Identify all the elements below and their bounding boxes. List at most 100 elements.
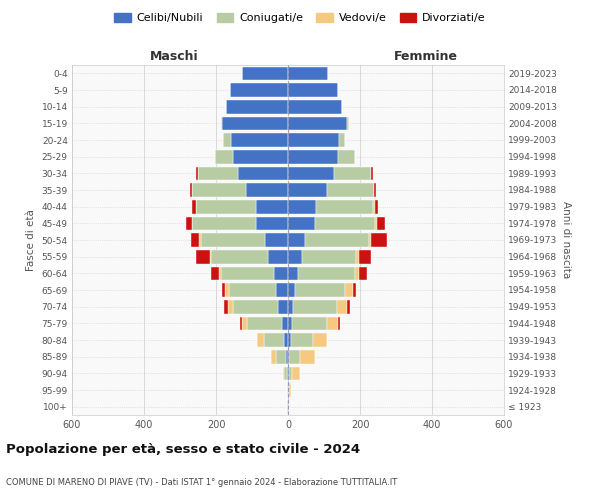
Bar: [242, 66, 288, 80]
Bar: [284, 366, 287, 380]
Bar: [226, 283, 229, 297]
Bar: [288, 366, 289, 380]
Bar: [198, 166, 238, 180]
Bar: [316, 200, 373, 213]
Bar: [222, 283, 226, 297]
Bar: [289, 350, 299, 364]
Bar: [288, 66, 328, 80]
Bar: [337, 300, 347, 314]
Bar: [200, 233, 265, 247]
Bar: [287, 366, 288, 380]
Bar: [288, 216, 315, 230]
Bar: [305, 233, 370, 247]
Bar: [209, 250, 211, 264]
Bar: [221, 266, 274, 280]
Bar: [377, 216, 385, 230]
Bar: [288, 333, 291, 347]
Bar: [295, 283, 345, 297]
Bar: [288, 150, 338, 164]
Bar: [215, 150, 233, 164]
Bar: [247, 316, 281, 330]
Bar: [291, 333, 313, 347]
Bar: [263, 333, 284, 347]
Bar: [345, 283, 353, 297]
Bar: [230, 83, 288, 97]
Bar: [371, 166, 373, 180]
Bar: [199, 233, 200, 247]
Text: Popolazione per età, sesso e stato civile - 2024: Popolazione per età, sesso e stato civil…: [6, 442, 360, 456]
Bar: [224, 300, 228, 314]
Bar: [353, 283, 356, 297]
Bar: [233, 150, 288, 164]
Bar: [288, 283, 295, 297]
Bar: [338, 150, 355, 164]
Bar: [257, 333, 263, 347]
Bar: [288, 316, 292, 330]
Bar: [292, 366, 300, 380]
Bar: [371, 233, 388, 247]
Bar: [229, 283, 277, 297]
Bar: [356, 250, 359, 264]
Bar: [375, 200, 379, 213]
Bar: [288, 133, 339, 147]
Bar: [192, 200, 196, 213]
Bar: [293, 300, 337, 314]
Bar: [373, 200, 375, 213]
Bar: [211, 266, 219, 280]
Bar: [370, 233, 371, 247]
Bar: [274, 266, 288, 280]
Bar: [191, 233, 199, 247]
Bar: [238, 166, 288, 180]
Bar: [186, 216, 191, 230]
Bar: [288, 100, 342, 114]
Bar: [313, 333, 327, 347]
Bar: [278, 300, 288, 314]
Bar: [288, 350, 289, 364]
Bar: [286, 350, 288, 364]
Text: COMUNE DI MARENO DI PIAVE (TV) - Dati ISTAT 1° gennaio 2024 - Elaborazione TUTTI: COMUNE DI MARENO DI PIAVE (TV) - Dati IS…: [6, 478, 397, 487]
Bar: [223, 116, 288, 130]
Bar: [299, 350, 314, 364]
Bar: [231, 133, 288, 147]
Bar: [288, 183, 327, 197]
Bar: [302, 250, 356, 264]
Text: Femmine: Femmine: [394, 50, 458, 62]
Bar: [374, 183, 376, 197]
Bar: [347, 300, 350, 314]
Bar: [288, 166, 334, 180]
Bar: [288, 83, 338, 97]
Bar: [245, 183, 288, 197]
Bar: [242, 316, 247, 330]
Bar: [287, 400, 288, 413]
Bar: [190, 183, 192, 197]
Bar: [288, 116, 347, 130]
Bar: [281, 316, 288, 330]
Y-axis label: Fasce di età: Fasce di età: [26, 209, 36, 271]
Bar: [196, 250, 209, 264]
Bar: [347, 116, 349, 130]
Bar: [359, 266, 367, 280]
Bar: [276, 350, 286, 364]
Bar: [228, 300, 233, 314]
Bar: [211, 250, 268, 264]
Bar: [196, 166, 198, 180]
Bar: [271, 350, 276, 364]
Bar: [292, 316, 327, 330]
Bar: [191, 216, 256, 230]
Bar: [288, 233, 305, 247]
Bar: [233, 300, 278, 314]
Bar: [226, 100, 288, 114]
Bar: [268, 250, 288, 264]
Bar: [241, 316, 242, 330]
Bar: [289, 383, 290, 397]
Text: Maschi: Maschi: [149, 50, 199, 62]
Bar: [315, 216, 376, 230]
Bar: [219, 266, 221, 280]
Bar: [196, 200, 256, 213]
Bar: [284, 333, 288, 347]
Bar: [221, 116, 223, 130]
Bar: [256, 216, 288, 230]
Bar: [265, 233, 288, 247]
Bar: [359, 250, 371, 264]
Bar: [376, 216, 377, 230]
